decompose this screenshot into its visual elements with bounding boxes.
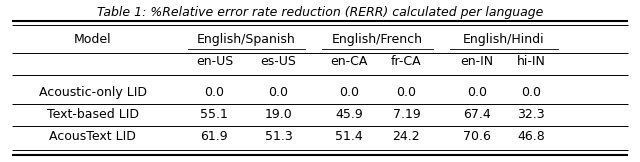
Text: 45.9: 45.9 [335,108,363,121]
Text: Acoustic-only LID: Acoustic-only LID [39,86,147,99]
Text: en-US: en-US [196,55,233,68]
Text: 7.19: 7.19 [392,108,420,121]
Text: 67.4: 67.4 [463,108,491,121]
Text: es-US: es-US [260,55,296,68]
Text: 55.1: 55.1 [200,108,228,121]
Text: 24.2: 24.2 [392,130,420,143]
Text: 0.0: 0.0 [396,86,417,99]
Text: 0.0: 0.0 [204,86,225,99]
Text: AcousText LID: AcousText LID [49,130,136,143]
Text: 0.0: 0.0 [268,86,289,99]
Text: fr-CA: fr-CA [391,55,422,68]
Text: 70.6: 70.6 [463,130,491,143]
Text: 46.8: 46.8 [517,130,545,143]
Text: en-CA: en-CA [330,55,367,68]
Text: Text-based LID: Text-based LID [47,108,139,121]
Text: Table 1: %Relative error rate reduction (RERR) calculated per language: Table 1: %Relative error rate reduction … [97,6,543,19]
Text: 32.3: 32.3 [517,108,545,121]
Text: Model: Model [74,33,111,46]
Text: English/Spanish: English/Spanish [197,33,296,46]
Text: English/Hindi: English/Hindi [463,33,545,46]
Text: English/French: English/French [332,33,423,46]
Text: 0.0: 0.0 [339,86,359,99]
Text: 0.0: 0.0 [467,86,487,99]
Text: 51.3: 51.3 [264,130,292,143]
Text: 61.9: 61.9 [200,130,228,143]
Text: 19.0: 19.0 [264,108,292,121]
Text: hi-IN: hi-IN [516,55,546,68]
Text: en-IN: en-IN [460,55,493,68]
Text: 51.4: 51.4 [335,130,363,143]
Text: 0.0: 0.0 [521,86,541,99]
